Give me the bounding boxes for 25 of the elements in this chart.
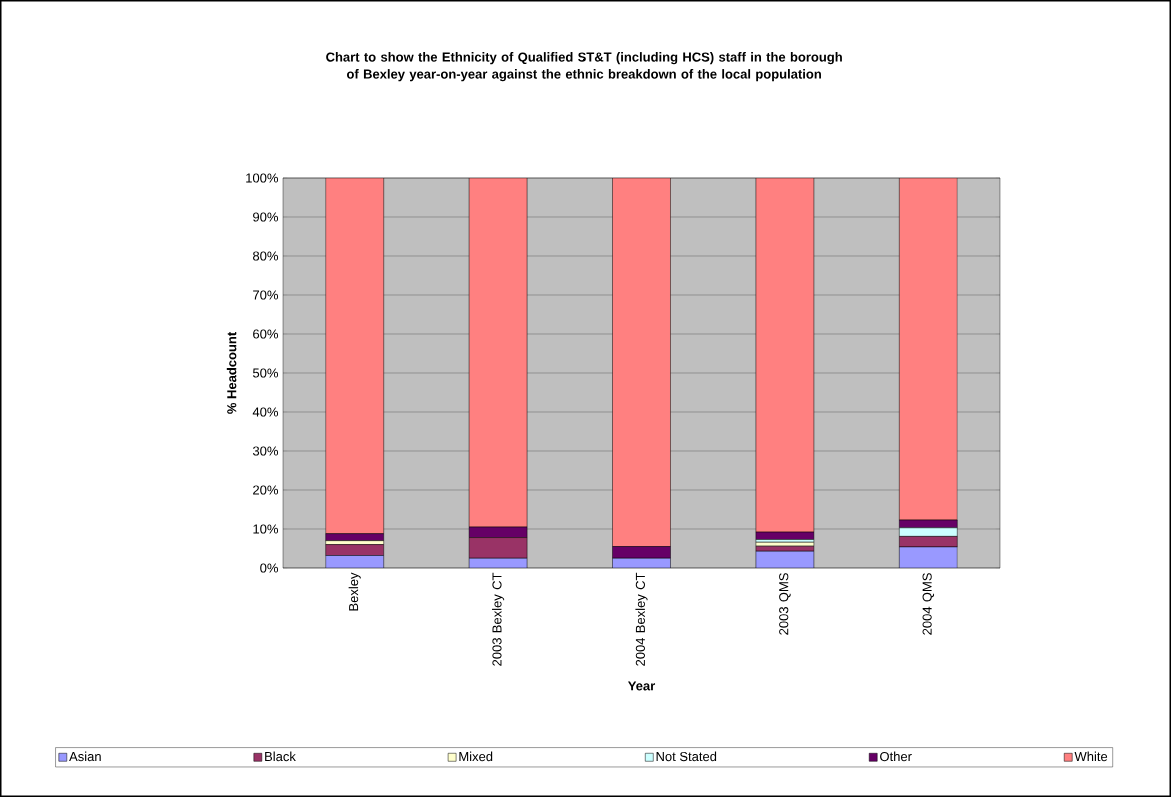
x-axis-title: Year	[627, 681, 656, 691]
y-tick-label: 30%	[252, 446, 279, 456]
y-tick-label: 40%	[252, 407, 279, 417]
x-tick-label: 2004 Bexley CT	[635, 572, 648, 666]
legend-label: Not Stated	[656, 751, 717, 762]
y-axis-title: % Headcount	[226, 331, 237, 414]
y-tick-label: 20%	[253, 485, 279, 495]
legend-label: White	[1074, 751, 1108, 762]
chart-title: Chart to show the Ethnicity of Qualified ST&T (including HCS) staff in the borough of Bexley year-on-year against the ethnic breakdown of the local population	[326, 52, 842, 82]
y-tick-label: 90%	[253, 212, 279, 222]
y-tick-label: 100%	[246, 173, 279, 183]
legend-label: Other	[880, 751, 912, 762]
y-tick-label: 80%	[253, 251, 279, 261]
y-tick-label: 10%	[253, 524, 279, 534]
legend-label: Black	[265, 751, 296, 762]
y-tick-label: 50%	[252, 368, 279, 378]
legend-label: Mixed	[459, 751, 493, 762]
x-tick-label: 2003 Bexley CT	[492, 572, 505, 666]
y-tick-label: 0%	[260, 563, 279, 573]
legend-label: Asian	[69, 751, 101, 762]
y-tick-label: 60%	[253, 329, 279, 339]
x-tick-label: 2003 QMS	[779, 573, 791, 635]
x-tick-label: Bexley	[348, 572, 361, 611]
x-tick-label: 2004 QMS	[922, 573, 935, 635]
y-tick-label: 70%	[253, 290, 279, 300]
